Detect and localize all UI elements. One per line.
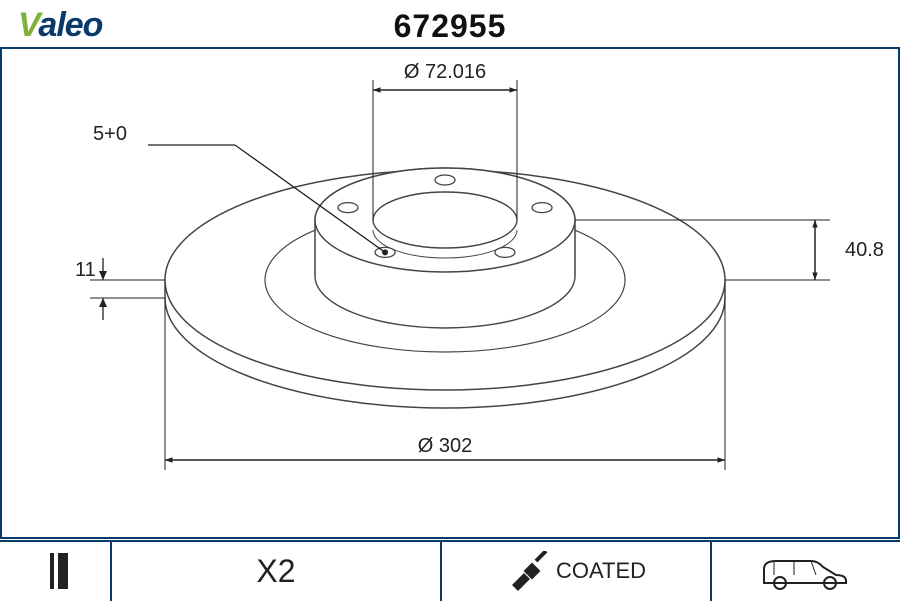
bottom-bar: X2 COATED	[0, 540, 900, 600]
coating-info: COATED	[442, 541, 712, 601]
quantity: X2	[112, 541, 442, 601]
thickness-label: 11	[75, 259, 96, 281]
height-label: 40.8	[845, 239, 884, 261]
side-profile-icon	[0, 541, 112, 601]
inner-diameter-label: Ø 72.016	[404, 61, 486, 83]
outer-diameter-label: Ø 302	[418, 435, 472, 457]
vehicle-icon	[712, 541, 900, 601]
technical-drawing: Ø 72.016 5+0 40.8 11 Ø 302	[0, 0, 900, 540]
brush-icon	[506, 551, 550, 591]
coating-label: COATED	[556, 558, 646, 584]
bolt-pattern-label: 5+0	[93, 123, 127, 145]
quantity-label: X2	[256, 553, 295, 590]
